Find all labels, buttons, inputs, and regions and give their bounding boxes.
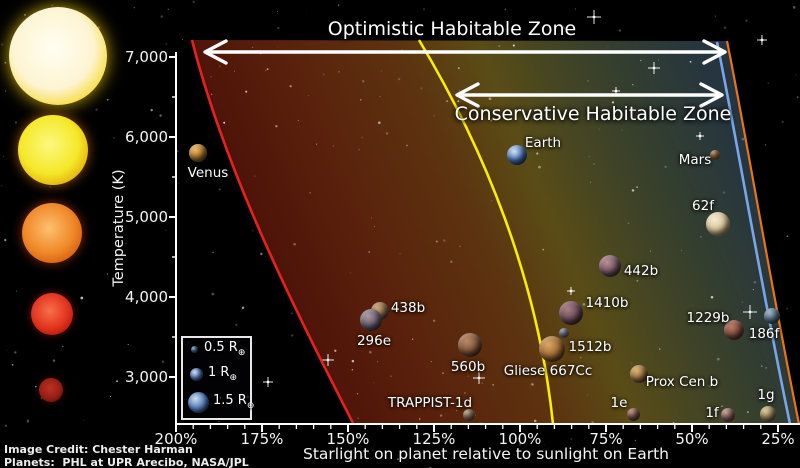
axis-ticks [169,56,779,432]
planet-label-1229b: 1229b [686,310,730,326]
x-tick-label: 125% [412,430,456,448]
planet-label-62f: 62f [692,198,714,214]
spectral-star-4 [31,293,73,335]
x-tick-label: 75% [589,430,623,448]
planet-label-1g: 1g [757,387,775,403]
planet-1f [721,408,735,422]
x-tick-label: 150% [326,430,370,448]
planet-label-trappist-1d: TRAPPIST-1d [387,395,473,411]
planet-label-442b: 442b [623,263,659,279]
x-axis-title: Starlight on planet relative to sunlight… [303,445,669,463]
planet-label-prox-cen-b: Prox Cen b [645,374,719,390]
planet-venus [189,144,207,162]
y-axis-title: Temperature (K) [111,169,127,287]
planet-mars [710,150,720,160]
earth-radius-symbol: ⊕ [229,372,237,383]
x-tick-label: 200% [154,430,198,448]
spectral-star-5 [39,378,63,402]
planet-label-earth: Earth [524,135,562,151]
x-tick-label: 100% [498,430,542,448]
planet-62f [706,212,730,236]
x-tick-label: 50% [675,430,709,448]
planet-label-560b: 560b [450,359,486,375]
legend-planet-icon-0 [190,345,198,353]
credit-line-1: Image Credit: Chester Harman [4,443,193,456]
optimistic-outer-edge-line [725,40,800,425]
y-tick-label: 4,000 [125,288,168,306]
conservative-inner-edge-line [417,39,555,425]
planet-560b [458,333,482,357]
planet-186f [764,308,780,324]
y-tick-label: 5,000 [125,208,168,226]
planet-label-1410b: 1410b [585,295,629,311]
planet-label-1512b: 1512b [568,339,612,355]
habitable-zone-band [192,40,799,424]
planet-earth [507,145,527,165]
credit-line-2: Planets: PHL at UPR Arecibo, NASA/JPL [4,456,249,468]
planet-label-gliese-667cc: Gliese 667Cc [503,363,593,379]
optimistic-zone-title: Optimistic Habitable Zone [327,18,577,40]
y-tick-label: 6,000 [125,128,168,146]
earth-radius-symbol: ⊕ [237,347,246,358]
sparkle-stars [263,10,767,387]
planet-1410b [559,301,583,325]
planet-1e [626,407,640,421]
planet-trappist-1d [463,409,475,421]
x-tick-label: 175% [240,430,284,448]
conservative-zone-title: Conservative Habitable Zone [454,103,732,125]
earth-radius-symbol: ⊕ [246,400,255,411]
conservative-outer-edge-line [715,41,792,425]
spectral-star-1 [9,7,107,105]
planet-prox-cen-b [630,365,648,383]
planet-label-296e: 296e [356,333,392,349]
planet-label-186f: 186f [748,326,780,342]
planet-1g [760,406,776,422]
legend-label-1: 1 R⊕ [208,365,237,383]
planet-442b [599,255,621,277]
legend-label-2: 1.5 R⊕ [213,393,255,411]
planet-gliese-667cc [539,336,565,362]
spectral-star-2 [18,115,88,185]
planet-1512b [559,328,569,338]
legend-label-0: 0.5 R⊕ [204,340,246,358]
planet-label-1e: 1e [610,395,628,411]
planet-label-1f: 1f [705,405,719,421]
planet-1229b [724,320,744,340]
legend-planet-icon-2 [187,391,209,413]
y-tick-label: 3,000 [125,368,168,386]
planet-label-mars: Mars [678,152,712,168]
planet-296e [360,309,382,331]
y-tick-label: 7,000 [125,48,168,66]
spectral-star-3 [22,203,82,263]
planet-label-438b: 438b [390,300,426,316]
optimistic-inner-edge-line [190,39,355,424]
x-tick-label: 25% [761,430,795,448]
optimistic-zone-arrow [203,39,727,65]
conservative-zone-arrow [455,82,724,108]
planet-label-venus: Venus [187,165,229,181]
legend-planet-icon-1 [189,367,203,381]
